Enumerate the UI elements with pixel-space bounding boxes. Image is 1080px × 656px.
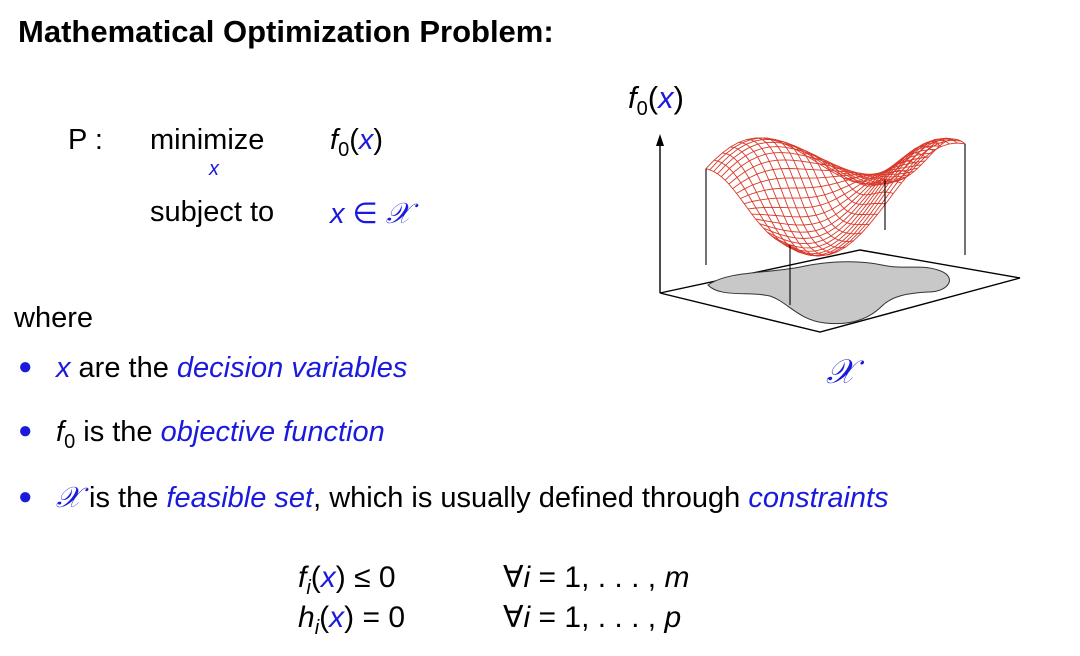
forall-symbol: ∀ xyxy=(503,601,524,634)
feasible-set-region xyxy=(707,261,950,325)
objective-close-paren: ) xyxy=(373,124,384,156)
surface-grid-line xyxy=(876,137,958,185)
minimize-word: minimize xyxy=(150,124,265,156)
eq-close: ) xyxy=(344,601,355,634)
surface-grid-line xyxy=(755,152,933,226)
eq-function: f xyxy=(298,561,307,594)
eq-var: x xyxy=(329,601,345,634)
surface-grid-line xyxy=(722,152,806,254)
bullet-text: is the xyxy=(75,416,161,448)
eq-relation: ≤ 0 xyxy=(345,561,396,594)
figure-set-label: 𝒳 xyxy=(826,352,856,392)
bullet-math-subscript: 0 xyxy=(64,430,76,453)
subject-to-word: subject to xyxy=(150,196,275,228)
page-title: Mathematical Optimization Problem: xyxy=(18,14,554,49)
figure-axis-var: x xyxy=(658,80,674,115)
constraint-set: 𝒳 xyxy=(385,196,411,230)
eq-close: ) xyxy=(335,561,346,594)
figure-axis-subscript: 0 xyxy=(636,98,648,121)
bullet-dot-icon: ● xyxy=(18,417,33,444)
eq-relation: = 0 xyxy=(354,601,406,634)
surface-grid-line xyxy=(811,158,894,196)
surface-grid-line xyxy=(803,153,886,205)
objective-open-paren: ( xyxy=(349,124,359,156)
minimize-subscript: x xyxy=(209,158,219,180)
equality-constraint: hi(x) = 0 ∀i = 1, . . . , p xyxy=(298,600,681,640)
eq-index: i xyxy=(314,617,320,639)
eq-index-var: i xyxy=(523,601,531,634)
eq-index: i xyxy=(306,577,311,599)
eq-function: h xyxy=(298,601,315,634)
bullet-math: x xyxy=(56,352,71,384)
figure-axis-f: f xyxy=(628,80,637,115)
surface-grid-line xyxy=(884,138,966,182)
eq-open: ( xyxy=(319,601,330,634)
bullet-dot-icon: ● xyxy=(18,353,33,380)
bullet-decision-variables: ● x are the decision variables xyxy=(18,352,407,385)
inequality-constraint: fi(x) ≤ 0 ∀i = 1, . . . , m xyxy=(298,560,689,600)
surface-grid-line xyxy=(751,156,929,218)
bullet-dot-icon: ● xyxy=(18,483,33,510)
eq-range: = 1, . . . , xyxy=(530,561,665,594)
eq-range: = 1, . . . , xyxy=(530,601,665,634)
objective-subscript: 0 xyxy=(338,138,350,161)
figure-axis-open: ( xyxy=(647,80,659,115)
constraint-var: x xyxy=(330,198,345,230)
objective-expression: f0(x) xyxy=(330,124,383,162)
eq-var: x xyxy=(320,561,336,594)
bullet-objective-function: ● f0 is the objective function xyxy=(18,416,385,454)
bullet-text: is the xyxy=(80,482,167,514)
surface-grid-line xyxy=(836,160,918,176)
eq-open: ( xyxy=(310,561,321,594)
constraint-in-symbol: ∈ xyxy=(344,198,386,230)
surface-grid-line xyxy=(759,148,936,233)
eq-index-var: i xyxy=(523,561,531,594)
eq-bound: p xyxy=(664,601,682,634)
surface-grid-line xyxy=(713,159,799,251)
bullet-term: feasible set xyxy=(166,482,314,514)
surface-grid-line xyxy=(789,142,966,257)
figure-axis-close: ) xyxy=(673,80,684,115)
bullet-term: decision variables xyxy=(176,352,408,384)
objective-var: x xyxy=(358,124,374,156)
eq-bound: m xyxy=(664,561,690,594)
bullet-math: f xyxy=(56,416,65,448)
surface-grid-line xyxy=(785,139,962,257)
forall-symbol: ∀ xyxy=(503,561,524,594)
where-word: where xyxy=(14,302,93,334)
bullet-term: objective function xyxy=(160,416,385,448)
bullet-term-2: constraints xyxy=(748,482,889,514)
bullet-text-middle: , which is usually defined through xyxy=(313,482,749,514)
bullet-math: 𝒳 xyxy=(56,480,81,514)
surface-plot-figure xyxy=(656,134,1021,333)
bullet-text: are the xyxy=(70,352,177,384)
problem-label: P : xyxy=(68,124,103,156)
bullet-feasible-set: ● 𝒳 is the feasible set, which is usually… xyxy=(18,480,889,515)
objective-f: f xyxy=(330,124,339,156)
axis-arrow-icon xyxy=(656,134,664,146)
surface-grid-line xyxy=(860,141,942,185)
constraint-expression: x ∈ 𝒳 xyxy=(330,196,411,231)
figure-axis-label: f0(x) xyxy=(628,80,684,121)
surface-mesh xyxy=(705,137,966,305)
